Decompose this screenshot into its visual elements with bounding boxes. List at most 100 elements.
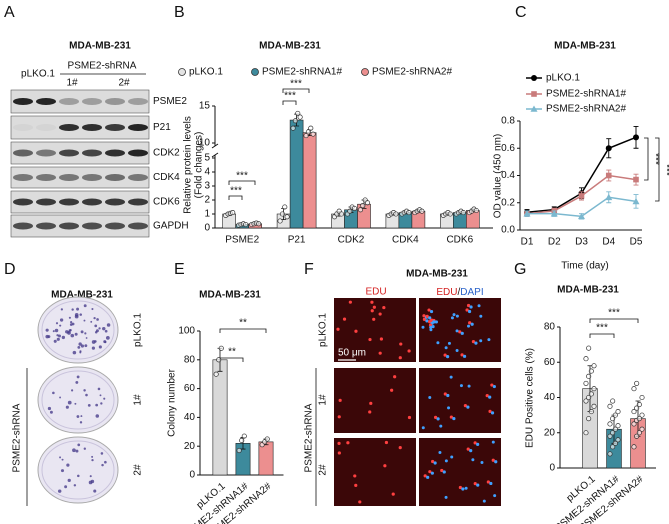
data-point — [292, 118, 298, 124]
data-point — [583, 380, 589, 386]
colony — [67, 478, 71, 483]
x-tick-label: PSME2 — [225, 235, 259, 246]
y-axis-label: Relative protein levels — [183, 116, 194, 214]
legend-marker — [251, 68, 259, 76]
y-tick-label: 5 — [204, 153, 210, 164]
data-point — [393, 211, 399, 217]
nucleus — [449, 375, 453, 379]
nucleus — [390, 388, 394, 392]
nucleus — [429, 325, 433, 329]
nucleus — [407, 415, 412, 420]
colony — [91, 458, 94, 462]
colony — [79, 313, 82, 316]
nucleus — [428, 470, 432, 474]
legend-label: PSME2-shRNA2# — [546, 104, 626, 115]
nucleus — [379, 337, 383, 341]
data-point — [610, 444, 616, 450]
data-point — [634, 433, 640, 439]
legend-marker — [531, 91, 537, 97]
data-point — [586, 394, 592, 401]
column-label: EDU/DAPI — [436, 287, 483, 298]
data-point — [607, 421, 613, 427]
x-tick-label: CDK2 — [338, 235, 365, 246]
nucleus — [358, 500, 362, 504]
blot-strip — [10, 214, 150, 238]
colony — [49, 410, 53, 414]
nucleus — [372, 305, 376, 309]
colony — [100, 452, 104, 455]
nucleus — [423, 474, 427, 478]
legend-label: PSME2-shRNA2# — [372, 67, 452, 78]
x-tick-label: CDK6 — [446, 235, 473, 246]
row-label: pLKO.1 — [133, 313, 144, 347]
colony — [91, 346, 95, 350]
colony — [80, 344, 85, 348]
colony — [90, 320, 93, 323]
nucleus — [487, 338, 491, 342]
data-point — [634, 380, 640, 386]
x-tick-label: D1 — [521, 237, 534, 248]
significance-label: *** — [290, 79, 302, 90]
significance-label: ** — [239, 318, 247, 329]
significance-bracket — [644, 137, 649, 181]
colony — [95, 403, 99, 407]
nucleus — [460, 331, 464, 335]
nucleus — [455, 329, 459, 333]
lane-label: 1# — [66, 78, 78, 89]
nucleus — [438, 451, 442, 455]
significance-bracket — [228, 180, 256, 185]
plate-rim — [41, 370, 115, 430]
colony — [95, 414, 100, 418]
nucleus — [473, 482, 477, 486]
nucleus — [466, 405, 470, 409]
nucleus — [427, 308, 431, 312]
nucleus — [383, 464, 387, 468]
data-point — [612, 426, 618, 432]
nucleus — [461, 487, 465, 491]
lane-label: 2# — [118, 78, 130, 89]
y-axis-label: EDU Positive cells (%) — [525, 348, 536, 448]
colony — [74, 313, 79, 317]
legend-label: pLKO.1 — [546, 73, 580, 84]
nucleus — [488, 395, 492, 399]
nucleus — [407, 349, 411, 353]
colony — [106, 323, 111, 327]
panel-title: MDA-MB-231 — [51, 290, 113, 301]
data-point — [218, 345, 224, 351]
data-point — [578, 193, 585, 199]
data-point — [636, 401, 642, 408]
bar — [289, 119, 304, 229]
chart-title: MDA-MB-231 — [259, 41, 321, 52]
y-tick-label: 0.6 — [501, 143, 515, 154]
colony — [59, 456, 62, 459]
nucleus — [490, 411, 495, 415]
x-axis-label: Time (day) — [561, 261, 608, 272]
data-point — [631, 409, 637, 415]
data-point — [610, 416, 616, 422]
micrograph — [334, 368, 416, 433]
nucleus — [398, 446, 402, 450]
colony — [58, 334, 61, 338]
significance-label: *** — [230, 186, 242, 197]
nucleus — [488, 409, 492, 413]
blot-band — [128, 198, 148, 206]
colony — [55, 322, 59, 325]
blot-band — [82, 124, 102, 131]
colony — [87, 403, 91, 407]
data-point — [612, 412, 618, 418]
panel-label: D — [4, 261, 16, 278]
nucleus — [465, 308, 469, 312]
bar — [302, 132, 317, 229]
blot-strip — [10, 190, 150, 214]
colony — [96, 318, 99, 321]
colony — [74, 332, 78, 336]
nucleus — [436, 417, 440, 421]
colony — [98, 345, 102, 349]
nucleus — [458, 485, 462, 490]
row-label: 1# — [133, 394, 144, 406]
colony — [76, 307, 80, 311]
significance-bracket — [589, 318, 639, 323]
nucleus — [480, 460, 484, 464]
data-point — [523, 210, 531, 217]
y-tick-label: 0.0 — [501, 225, 515, 236]
